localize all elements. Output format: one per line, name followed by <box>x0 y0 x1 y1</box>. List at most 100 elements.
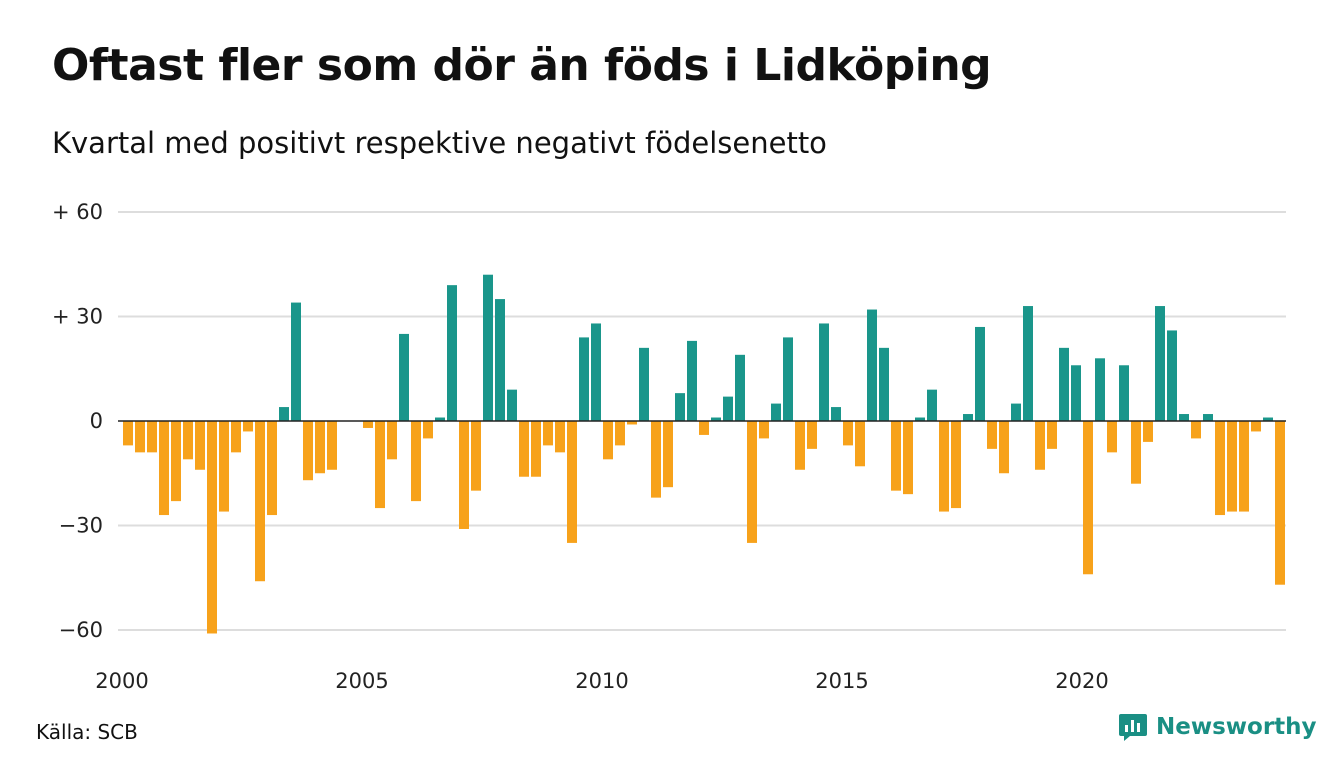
bar <box>219 421 229 512</box>
bar <box>135 421 145 453</box>
bar <box>543 421 553 446</box>
bar <box>903 421 913 495</box>
bar <box>987 421 997 449</box>
x-tick-label: 2000 <box>95 669 148 693</box>
x-tick-label: 2020 <box>1055 669 1108 693</box>
bar <box>495 299 505 421</box>
label-layer: + 60 + 30 0 −30 −60 2000 2005 2010 2015 2020 <box>52 200 1109 693</box>
bar <box>315 421 325 474</box>
bar <box>651 421 661 498</box>
bar <box>663 421 673 488</box>
bar <box>999 421 1009 474</box>
bar <box>207 421 217 634</box>
y-tick-label: 0 <box>90 409 103 433</box>
bar <box>1275 421 1285 585</box>
bar <box>303 421 313 481</box>
bar <box>195 421 205 470</box>
bar <box>1011 403 1021 421</box>
bar <box>579 337 589 421</box>
bar <box>1263 417 1273 421</box>
y-tick-label: + 60 <box>52 200 103 224</box>
bar <box>759 421 769 439</box>
bar <box>951 421 961 509</box>
bar <box>1059 347 1069 421</box>
bar <box>567 421 577 543</box>
bar <box>231 421 241 453</box>
bar <box>675 393 685 421</box>
bar <box>1095 358 1105 421</box>
bar <box>927 389 937 421</box>
y-tick-label: −30 <box>59 513 103 537</box>
bar <box>711 417 721 421</box>
bar <box>411 421 421 502</box>
y-tick-label: + 30 <box>52 305 103 329</box>
bar-chart: + 60 + 30 0 −30 −60 2000 2005 2010 2015 2020 <box>52 200 1286 693</box>
bar <box>375 421 385 509</box>
bar <box>471 421 481 491</box>
bar <box>555 421 565 453</box>
bar <box>867 309 877 421</box>
bar <box>771 403 781 421</box>
bar <box>1179 414 1189 421</box>
bar <box>399 333 409 421</box>
bar <box>819 323 829 421</box>
bar <box>447 285 457 421</box>
bar <box>879 347 889 421</box>
bar <box>615 421 625 446</box>
bar <box>603 421 613 460</box>
bar <box>939 421 949 512</box>
bar <box>1131 421 1141 484</box>
bar <box>1035 421 1045 470</box>
bar <box>159 421 169 516</box>
bar <box>243 421 253 432</box>
bar <box>423 421 433 439</box>
bar <box>123 421 133 446</box>
bar <box>795 421 805 470</box>
bar <box>1227 421 1237 512</box>
chart-subtitle: Kvartal med positivt respektive negativt… <box>52 126 827 160</box>
chart-title: Oftast fler som dör än föds i Lidköping <box>52 40 992 91</box>
bar <box>459 421 469 529</box>
bar <box>639 347 649 421</box>
bar <box>1071 365 1081 421</box>
bar <box>915 417 925 421</box>
x-tick-label: 2015 <box>815 669 868 693</box>
bar <box>1143 421 1153 442</box>
bar <box>1119 365 1129 421</box>
bar <box>1047 421 1057 449</box>
bar <box>387 421 397 460</box>
bar <box>591 323 601 421</box>
brand-name: Newsworthy <box>1156 714 1317 740</box>
bar <box>327 421 337 470</box>
bar <box>147 421 157 453</box>
x-tick-label: 2005 <box>335 669 388 693</box>
bar <box>363 421 373 428</box>
bar <box>687 340 697 421</box>
bar <box>279 407 289 421</box>
bar <box>627 421 637 425</box>
bar <box>1239 421 1249 512</box>
y-tick-label: −60 <box>59 618 103 642</box>
bar <box>1167 330 1177 421</box>
bar <box>1107 421 1117 453</box>
bar <box>699 421 709 435</box>
bar <box>807 421 817 449</box>
source-note: Källa: SCB <box>36 720 138 744</box>
x-tick-label: 2010 <box>575 669 628 693</box>
bar <box>891 421 901 491</box>
bar <box>783 337 793 421</box>
bar <box>747 421 757 543</box>
newsworthy-logo[interactable]: Newsworthy <box>1118 712 1317 742</box>
chart-bubble-icon <box>1119 714 1147 741</box>
bar <box>435 417 445 421</box>
bar-layer <box>123 274 1285 634</box>
bar <box>1215 421 1225 516</box>
bar <box>831 407 841 421</box>
bar <box>1155 306 1165 421</box>
bar <box>255 421 265 582</box>
bar <box>1203 414 1213 421</box>
bar <box>723 396 733 421</box>
bar <box>1083 421 1093 575</box>
bar <box>735 354 745 421</box>
bar <box>1251 421 1261 432</box>
